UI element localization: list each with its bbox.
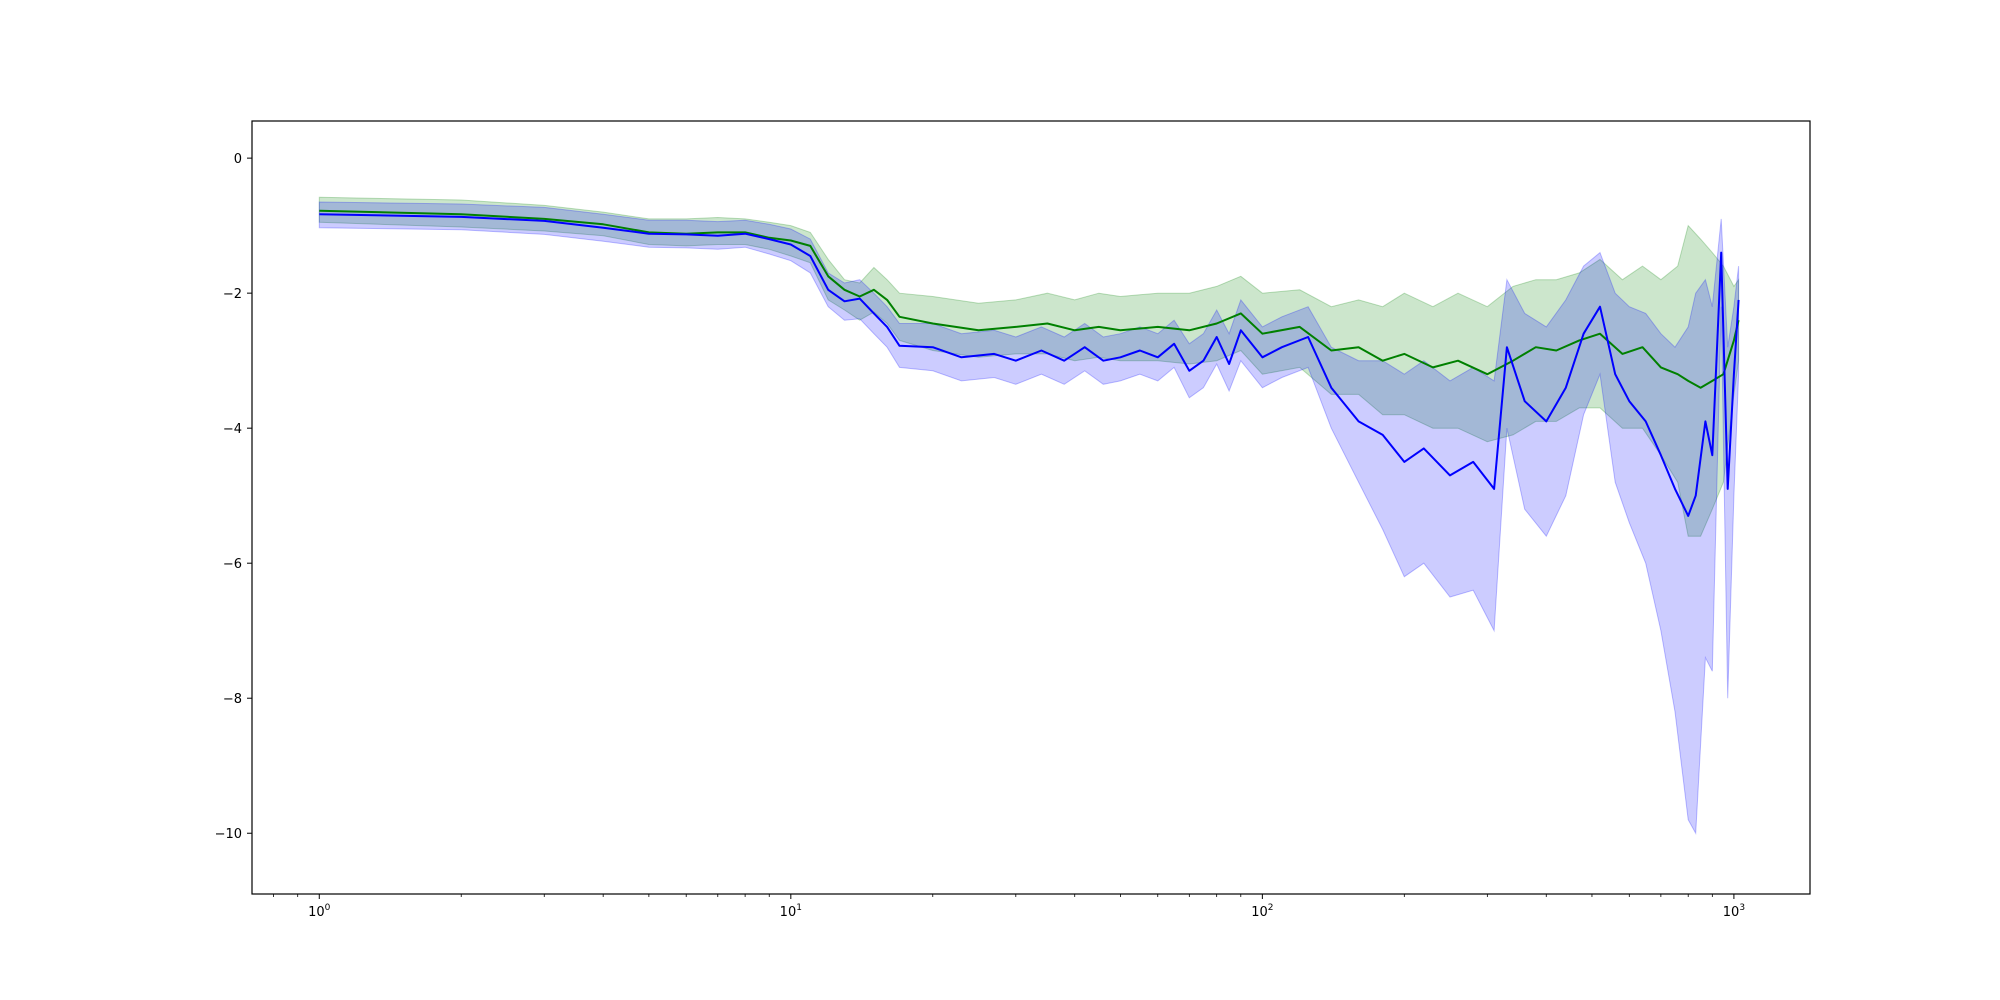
y-axis: 0 −2 −4 −6 −8 −10 <box>215 152 252 842</box>
y-tick-label: −6 <box>223 557 242 572</box>
x-axis: 100 101 102 103 <box>273 894 1745 920</box>
plot-frame <box>251 120 1811 895</box>
series-2-line <box>319 213 1740 517</box>
series-lines <box>319 209 1740 517</box>
series-2-band <box>318 201 1740 835</box>
y-tick-label: −10 <box>215 827 242 842</box>
y-tick-label: −2 <box>223 287 242 302</box>
y-tick-label: −4 <box>223 422 242 437</box>
x-tick-label: 100 <box>308 903 331 920</box>
x-tick-label: 102 <box>1251 903 1273 920</box>
x-tick-label: 101 <box>780 903 802 920</box>
y-tick-label: −8 <box>223 692 242 707</box>
y-tick-label: 0 <box>234 152 242 167</box>
x-tick-label: 103 <box>1723 903 1745 920</box>
confidence-bands <box>318 196 1740 835</box>
series-1-band <box>318 196 1740 537</box>
series-1-line <box>319 209 1740 389</box>
